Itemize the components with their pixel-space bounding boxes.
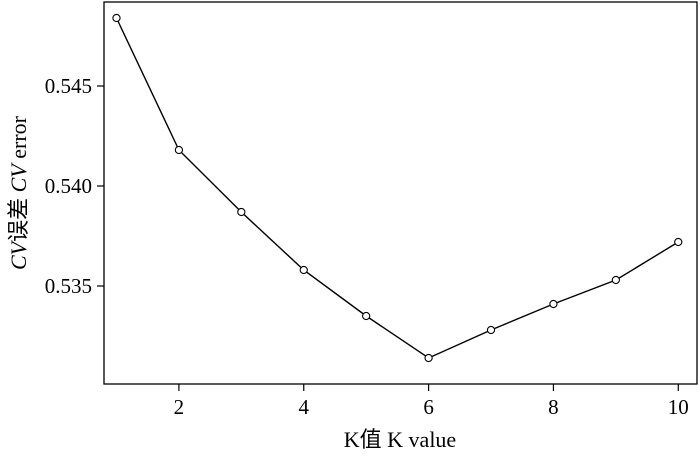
data-point xyxy=(299,265,308,275)
x-tick-label: 4 xyxy=(298,395,309,419)
cv-error-points xyxy=(112,13,683,363)
x-tick-label: 2 xyxy=(174,395,185,419)
data-point xyxy=(549,299,558,309)
cv-error-line xyxy=(115,17,679,359)
x-tick-label: 6 xyxy=(423,395,434,419)
data-point xyxy=(424,353,433,363)
data-point xyxy=(112,13,121,23)
data-point xyxy=(237,207,246,217)
data-point xyxy=(611,275,621,285)
axis-ticks xyxy=(97,85,679,391)
data-point xyxy=(362,311,371,321)
data-point xyxy=(674,237,683,247)
x-tick-label: 10 xyxy=(668,395,689,419)
axis-tick-labels: 2 4 6 8 10 0.535 0.540 0.545 xyxy=(45,74,689,419)
x-tick-label: 8 xyxy=(548,395,559,419)
y-axis-title: CV误差 CV error xyxy=(6,115,31,270)
data-point xyxy=(174,145,184,155)
y-tick-label: 0.545 xyxy=(45,74,92,98)
plot-frame xyxy=(103,1,698,385)
y-tick-label: 0.535 xyxy=(45,274,92,298)
data-point xyxy=(486,325,496,335)
x-axis-title: K值 K value xyxy=(344,427,456,452)
y-tick-label: 0.540 xyxy=(45,174,92,198)
